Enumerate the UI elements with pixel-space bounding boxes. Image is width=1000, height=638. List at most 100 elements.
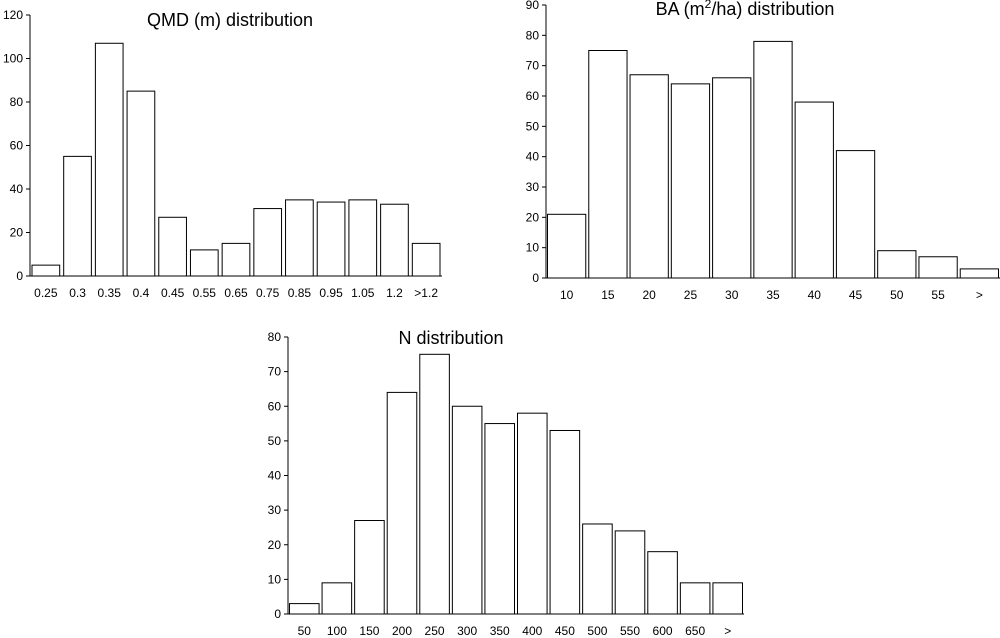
qmd-distribution-chart: QMD (m) distribution 0 20 40 60 80 100 120 0.25… bbox=[3, 8, 442, 300]
bar bbox=[549, 429, 581, 615]
y-tick-label: 50 bbox=[268, 434, 282, 448]
bar bbox=[582, 523, 613, 615]
y-tick-label: 70 bbox=[526, 59, 540, 73]
bar bbox=[918, 256, 958, 279]
bar bbox=[63, 155, 92, 277]
y-tick-label: 90 bbox=[526, 0, 540, 12]
bar bbox=[419, 353, 450, 615]
x-tick-label: 350 bbox=[490, 624, 510, 638]
x-tick-label: 30 bbox=[725, 288, 739, 302]
bar bbox=[31, 264, 61, 277]
x-tick-label: 1.2 bbox=[386, 286, 403, 300]
bar bbox=[221, 242, 251, 277]
x-tick-label: 0.45 bbox=[161, 286, 185, 300]
y-tick-label: 30 bbox=[526, 180, 540, 194]
x-tick-label: > bbox=[976, 288, 983, 302]
y-tick-label: 80 bbox=[526, 28, 540, 42]
x-tick-label: 0.4 bbox=[133, 286, 150, 300]
bar bbox=[348, 199, 378, 277]
bar bbox=[158, 216, 187, 277]
bar bbox=[835, 150, 876, 279]
y-tick-label: 10 bbox=[526, 241, 540, 255]
x-tick-label: 50 bbox=[298, 624, 312, 638]
bar bbox=[289, 603, 320, 615]
chart-title: BA (m2/ha) distribution bbox=[656, 0, 835, 19]
x-tick-label: 150 bbox=[359, 624, 379, 638]
x-tick-label: 25 bbox=[684, 288, 698, 302]
x-tick-label: 450 bbox=[555, 624, 575, 638]
x-tick-label: 1.05 bbox=[351, 286, 375, 300]
x-tick-label: 0.75 bbox=[256, 286, 280, 300]
ba-distribution-chart: BA (m2/ha) distribution 0 10 20 30 40 50 60 70 8… bbox=[526, 0, 1000, 302]
y-tick-label: 50 bbox=[526, 119, 540, 133]
bar bbox=[94, 42, 124, 277]
bar bbox=[877, 250, 917, 279]
bar bbox=[386, 391, 418, 615]
x-tick-label: 100 bbox=[327, 624, 347, 638]
bar bbox=[354, 520, 385, 615]
x-tick-label: 35 bbox=[766, 288, 780, 302]
x-tick-label: 0.95 bbox=[319, 286, 343, 300]
x-tick-label: 50 bbox=[890, 288, 904, 302]
bar bbox=[484, 423, 515, 615]
title-part-ba: BA (m bbox=[656, 0, 705, 19]
bar bbox=[451, 405, 483, 615]
x-tick-label: 300 bbox=[457, 624, 477, 638]
y-tick-label: 80 bbox=[10, 95, 24, 109]
x-tick-label: 15 bbox=[601, 288, 615, 302]
y-tick-label: 60 bbox=[268, 399, 282, 413]
chart-title: QMD (m) distribution bbox=[147, 10, 313, 30]
bar bbox=[959, 268, 999, 279]
bar bbox=[380, 203, 409, 277]
x-tick-label: > bbox=[724, 624, 731, 638]
y-tick-label: 40 bbox=[10, 182, 24, 196]
y-tick-label: 100 bbox=[3, 52, 23, 66]
y-tick-label: 10 bbox=[268, 572, 282, 586]
y-tick-label: 120 bbox=[3, 8, 23, 22]
y-tick-label: 20 bbox=[268, 538, 282, 552]
y-tick-label: 40 bbox=[526, 150, 540, 164]
x-tick-label: 500 bbox=[587, 624, 607, 638]
x-tick-label: 400 bbox=[522, 624, 542, 638]
x-tick-label: 0.55 bbox=[193, 286, 217, 300]
x-tick-label: 55 bbox=[931, 288, 945, 302]
title-superscript: 2 bbox=[705, 0, 712, 11]
bar bbox=[712, 582, 743, 615]
bar bbox=[517, 412, 548, 615]
x-tick-label: 45 bbox=[849, 288, 863, 302]
x-tick-label: >1.2 bbox=[414, 286, 438, 300]
bar bbox=[679, 582, 711, 615]
bar bbox=[670, 83, 711, 279]
bar bbox=[189, 249, 219, 277]
x-tick-label: 40 bbox=[808, 288, 822, 302]
y-tick-label: 0 bbox=[532, 271, 539, 285]
bar bbox=[316, 201, 346, 277]
bar bbox=[321, 582, 353, 615]
y-tick-label: 20 bbox=[526, 210, 540, 224]
x-tick-label: 20 bbox=[643, 288, 657, 302]
y-tick-label: 80 bbox=[268, 330, 282, 344]
y-tick-label: 20 bbox=[10, 226, 24, 240]
x-tick-label: 0.3 bbox=[69, 286, 86, 300]
bar bbox=[794, 101, 834, 279]
x-tick-label: 550 bbox=[620, 624, 640, 638]
bar bbox=[285, 199, 314, 277]
y-tick-label: 70 bbox=[268, 365, 282, 379]
y-tick-label: 0 bbox=[274, 607, 281, 621]
title-part-rest: /ha) distribution bbox=[711, 0, 834, 19]
x-tick-label: 200 bbox=[392, 624, 412, 638]
x-tick-label: 600 bbox=[653, 624, 673, 638]
x-tick-label: 10 bbox=[560, 288, 574, 302]
bar bbox=[629, 74, 669, 279]
bar bbox=[753, 40, 793, 279]
y-tick-label: 40 bbox=[268, 469, 282, 483]
bar bbox=[547, 213, 587, 279]
x-tick-label: 0.85 bbox=[288, 286, 312, 300]
bar bbox=[647, 551, 678, 615]
x-tick-label: 0.35 bbox=[98, 286, 122, 300]
bar bbox=[588, 50, 628, 279]
y-tick-label: 60 bbox=[10, 139, 24, 153]
bar bbox=[411, 242, 441, 277]
y-tick-label: 30 bbox=[268, 503, 282, 517]
bar bbox=[253, 208, 283, 277]
